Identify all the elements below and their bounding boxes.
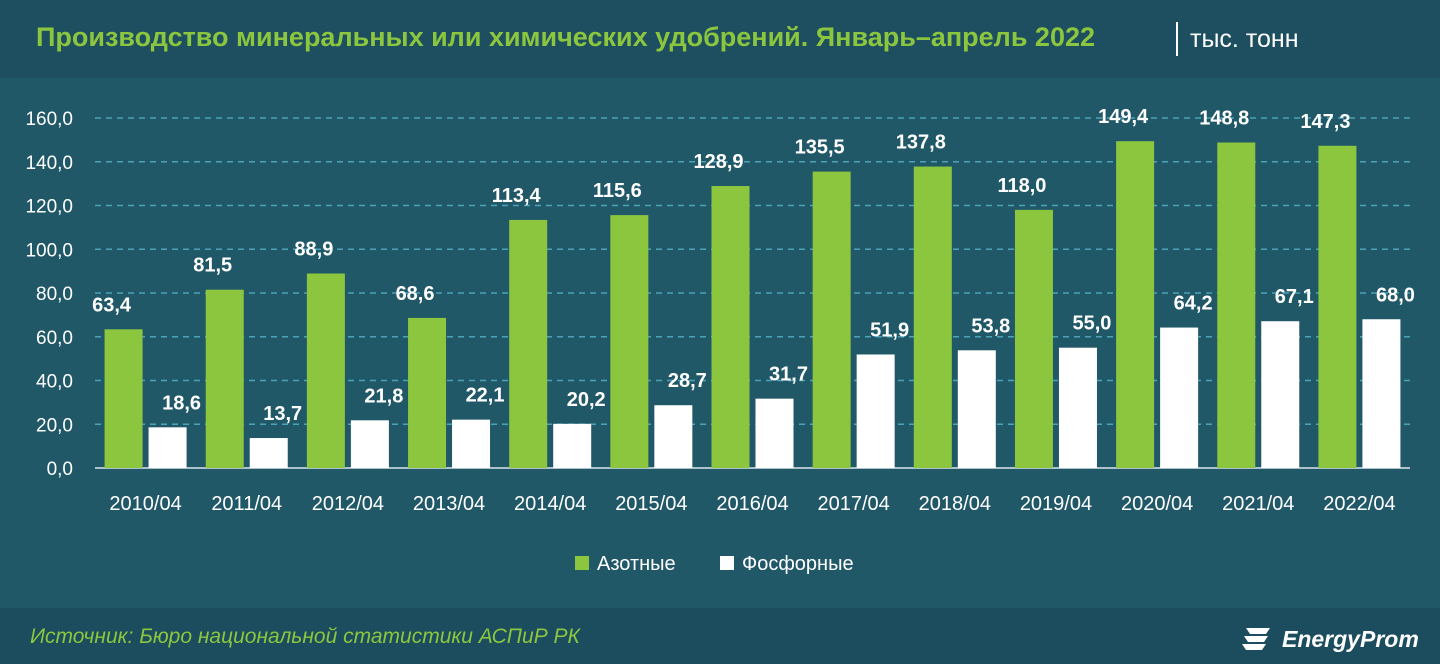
legend-label-nitrogen: Азотные bbox=[597, 553, 676, 575]
legend-swatch-nitrogen bbox=[575, 556, 589, 570]
x-tick-label: 2011/04 bbox=[211, 493, 282, 515]
x-tick-label: 2015/04 bbox=[615, 493, 687, 515]
y-tick-label: 120,0 bbox=[25, 197, 73, 218]
data-label-nitrogen: 128,9 bbox=[693, 151, 743, 173]
bar-phosphorus bbox=[249, 438, 288, 468]
data-label-phosphorus: 64,2 bbox=[1174, 293, 1213, 315]
bar-phosphorus bbox=[957, 350, 996, 468]
x-tick-label: 2018/04 bbox=[919, 493, 991, 515]
bar-phosphorus bbox=[755, 398, 794, 468]
data-label-phosphorus: 20,2 bbox=[567, 389, 606, 411]
data-label-nitrogen: 149,4 bbox=[1098, 106, 1149, 128]
bar-phosphorus bbox=[1362, 319, 1401, 468]
logo-text: EnergyProm bbox=[1282, 626, 1419, 652]
logo-icon bbox=[1242, 628, 1270, 650]
data-label-phosphorus: 55,0 bbox=[1072, 313, 1111, 335]
bar-phosphorus bbox=[654, 405, 693, 468]
x-tick-label: 2012/04 bbox=[312, 493, 384, 515]
data-label-nitrogen: 63,4 bbox=[92, 294, 132, 316]
bar-chart: 0,0 20,0 40,0 60,0 80,0 100,0 120,0 140,0 160,0 6… bbox=[25, 106, 1415, 575]
bar-nitrogen bbox=[1116, 141, 1155, 468]
x-tick-label: 2017/04 bbox=[818, 493, 890, 515]
bar-phosphorus bbox=[1261, 321, 1300, 468]
data-label-nitrogen: 148,8 bbox=[1199, 108, 1249, 130]
bar-phosphorus bbox=[452, 419, 491, 468]
data-label-phosphorus: 51,9 bbox=[870, 319, 909, 341]
x-tick-label: 2010/04 bbox=[109, 493, 181, 515]
legend-label-phosphorus: Фосфорные bbox=[742, 553, 854, 575]
y-tick-label: 20,0 bbox=[36, 415, 73, 436]
chart-area: 0,0 20,0 40,0 60,0 80,0 100,0 120,0 140,0 160,0 6… bbox=[0, 78, 1440, 608]
bar-nitrogen bbox=[1318, 145, 1357, 468]
data-label-nitrogen: 68,6 bbox=[396, 283, 435, 305]
chart-title: Производство минеральных или химических … bbox=[36, 22, 1095, 52]
bar-nitrogen bbox=[104, 329, 143, 468]
bar-nitrogen bbox=[610, 215, 649, 468]
unit-label: тыс. тонн bbox=[1190, 25, 1299, 53]
data-label-phosphorus: 31,7 bbox=[769, 364, 808, 386]
bar-phosphorus bbox=[856, 354, 895, 468]
bar-nitrogen bbox=[812, 171, 851, 468]
header-bar: Производство минеральных или химических … bbox=[0, 0, 1440, 78]
data-label-phosphorus: 21,8 bbox=[364, 385, 403, 407]
energyprom-logo: EnergyProm bbox=[1240, 618, 1430, 658]
bar-nitrogen bbox=[306, 273, 345, 468]
data-label-nitrogen: 137,8 bbox=[896, 132, 946, 154]
x-tick-label: 2019/04 bbox=[1020, 493, 1092, 515]
y-tick-label: 140,0 bbox=[25, 153, 73, 174]
source-note: Источник: Бюро национальной статистики А… bbox=[30, 625, 580, 648]
x-tick-label: 2014/04 bbox=[514, 493, 586, 515]
bar-phosphorus bbox=[1160, 327, 1199, 468]
data-label-nitrogen: 115,6 bbox=[593, 180, 642, 202]
bar-nitrogen bbox=[408, 317, 447, 468]
data-label-phosphorus: 68,0 bbox=[1376, 284, 1415, 306]
data-label-phosphorus: 18,6 bbox=[162, 392, 201, 414]
x-tick-label: 2016/04 bbox=[716, 493, 788, 515]
data-label-phosphorus: 22,1 bbox=[466, 385, 505, 407]
bar-phosphorus bbox=[1058, 347, 1097, 468]
data-label-nitrogen: 147,3 bbox=[1300, 111, 1350, 133]
bar-nitrogen bbox=[1014, 209, 1053, 468]
data-label-phosphorus: 53,8 bbox=[971, 315, 1010, 337]
y-tick-label: 40,0 bbox=[36, 372, 73, 393]
unit-separator bbox=[1176, 22, 1178, 56]
bar-nitrogen bbox=[913, 166, 952, 468]
data-label-nitrogen: 113,4 bbox=[492, 185, 542, 207]
data-label-nitrogen: 88,9 bbox=[294, 239, 333, 261]
data-label-nitrogen: 118,0 bbox=[997, 175, 1046, 197]
data-label-nitrogen: 81,5 bbox=[193, 255, 232, 277]
y-tick-label: 100,0 bbox=[25, 240, 73, 261]
data-label-phosphorus: 13,7 bbox=[263, 403, 302, 425]
bar-nitrogen bbox=[1217, 142, 1256, 468]
data-label-phosphorus: 67,1 bbox=[1275, 286, 1314, 308]
legend-swatch-phosphorus bbox=[720, 556, 734, 570]
footer-bar: Источник: Бюро национальной статистики А… bbox=[0, 608, 1440, 664]
y-tick-label: 80,0 bbox=[36, 284, 73, 305]
x-tick-label: 2021/04 bbox=[1222, 493, 1294, 515]
y-tick-label: 60,0 bbox=[36, 328, 73, 349]
bar-nitrogen bbox=[205, 289, 244, 468]
bar-nitrogen bbox=[509, 219, 548, 468]
data-label-nitrogen: 135,5 bbox=[795, 137, 845, 159]
y-tick-label: 0,0 bbox=[47, 459, 73, 480]
x-tick-label: 2022/04 bbox=[1323, 493, 1395, 515]
bar-phosphorus bbox=[553, 423, 592, 468]
x-tick-label: 2020/04 bbox=[1121, 493, 1193, 515]
bar-nitrogen bbox=[711, 186, 750, 468]
data-label-phosphorus: 28,7 bbox=[668, 370, 707, 392]
bar-phosphorus bbox=[148, 427, 187, 468]
x-tick-label: 2013/04 bbox=[413, 493, 485, 515]
y-tick-label: 160,0 bbox=[25, 109, 73, 130]
bar-phosphorus bbox=[350, 420, 389, 468]
